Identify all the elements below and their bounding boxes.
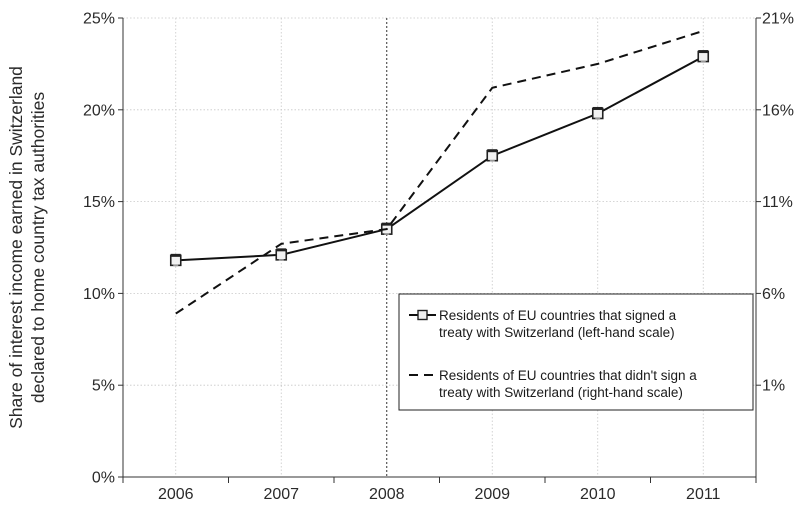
legend-label-line: Residents of EU countries that didn't si… [439, 368, 697, 383]
x-tick-label: 2010 [580, 486, 616, 503]
legend-swatch-marker [417, 309, 428, 321]
x-tick-label: 2006 [158, 486, 194, 503]
series-line-non-signatories [175, 29, 704, 315]
legend-label-line: Residents of EU countries that signed a [439, 308, 677, 323]
x-tick-label: 2009 [474, 486, 510, 503]
series [169, 29, 710, 315]
left-tick-label: 20% [83, 102, 115, 119]
right-tick-label: 11% [762, 194, 793, 211]
left-tick-label: 10% [83, 286, 115, 303]
right-tick-label: 1% [762, 378, 785, 395]
left-tick-label: 15% [83, 194, 115, 211]
x-tick-label: 2011 [686, 486, 721, 503]
left-tick-label: 25% [83, 11, 115, 28]
y-axis-label-line: declared to home country tax authorities [28, 92, 48, 404]
legend-label-line: treaty with Switzerland (left-hand scale… [439, 325, 675, 340]
right-tick-label: 6% [762, 286, 785, 303]
legend: Residents of EU countries that signed a t… [398, 293, 754, 411]
legend-box [398, 293, 754, 411]
axes: 0% 5% 10% 15% 20% 25% 1% 6% 11% 16% 21% 2006 2007 200… [6, 11, 794, 504]
x-tick-label: 2008 [369, 486, 405, 503]
x-tick-label: 2007 [263, 486, 299, 503]
left-tick-label: 0% [92, 470, 115, 487]
y-axis-label-line: Share of interest income earned in Switz… [6, 66, 26, 429]
left-tick-label: 5% [92, 378, 115, 395]
legend-label-line: treaty with Switzerland (right-hand scal… [439, 385, 683, 400]
right-tick-label: 21% [762, 11, 794, 28]
right-tick-label: 16% [762, 102, 794, 119]
